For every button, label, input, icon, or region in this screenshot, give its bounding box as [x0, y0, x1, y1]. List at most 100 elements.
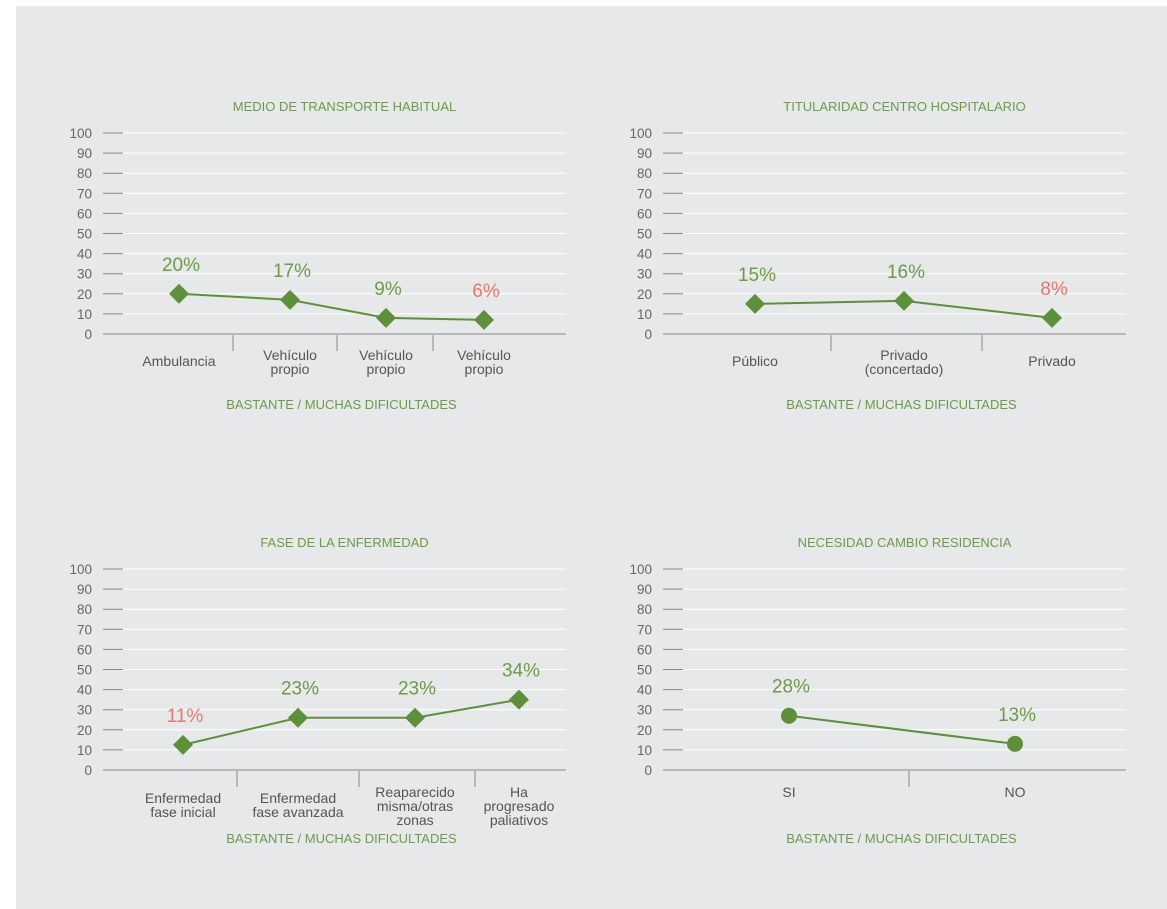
chart-3-y-tick-label: 30 [77, 703, 92, 718]
chart-2-category-label: Público [732, 353, 778, 369]
chart-4-category-label: NO [1005, 784, 1026, 800]
chart-4-category-label-line: SI [782, 784, 795, 800]
chart-1-data-label: 17% [273, 261, 311, 282]
chart-1-category-label: Ambulancia [142, 353, 215, 369]
chart-2-data-label: 15% [738, 265, 776, 286]
chart-2-y-tick-label: 90 [637, 146, 652, 161]
chart-3-y-tick-label: 100 [69, 562, 92, 577]
chart-3-data-label: 11% [167, 706, 204, 727]
chart-4-y-tick-label: 80 [637, 602, 652, 617]
chart-3-category-label-line: paliativos [490, 812, 548, 828]
chart-3-category-label-line: fase avanzada [252, 804, 343, 820]
chart-2-y-tick-label: 60 [637, 206, 652, 221]
chart-2-category-label-line: (concertado) [865, 361, 944, 377]
chart-1-category-label-line: propio [367, 361, 406, 377]
chart-4-data-point [781, 707, 797, 724]
chart-3-y-tick-label: 90 [77, 582, 92, 597]
chart-1-y-tick-label: 100 [69, 126, 92, 141]
chart-2-x-axis-label: BASTANTE / MUCHAS DIFICULTADES [786, 397, 1017, 412]
chart-1-x-axis-label: BASTANTE / MUCHAS DIFICULTADES [226, 397, 457, 412]
chart-1-data-label: 6% [472, 281, 500, 302]
chart-4-y-tick-label: 0 [644, 763, 652, 778]
chart-1-y-tick-label: 20 [77, 287, 92, 302]
chart-3-category-label: Reaparecido misma/otras zonas [375, 784, 455, 828]
chart-1-y-tick-label: 70 [77, 186, 92, 201]
chart-1-y-tick-label: 40 [77, 247, 92, 262]
chart-1-category-label: Vehículo propio [457, 347, 511, 377]
chart-4-category-label-line: NO [1005, 784, 1026, 800]
chart-1-y-tick-label: 0 [84, 327, 92, 342]
chart-4-category-label: SI [782, 784, 795, 800]
chart-2-y-tick-label: 100 [629, 126, 652, 141]
chart-1-series-line [178, 292, 485, 321]
chart-1-category-label-line: propio [271, 361, 310, 377]
chart-2-category-label: Privado (concertado) [865, 347, 944, 377]
chart-4-data-label: 28% [772, 677, 810, 698]
chart-4-series-line [788, 714, 1016, 745]
chart-1-y-tick-label: 80 [77, 166, 92, 181]
chart-1-data-point [376, 307, 396, 328]
chart-3-y-tick-label: 20 [77, 723, 92, 738]
chart-2-y-tick-label: 30 [637, 267, 652, 282]
chart-3-data-point [288, 707, 308, 728]
chart-1-data-label: 9% [374, 279, 402, 300]
chart-3-category-label-line: Ha [510, 784, 528, 800]
chart-3-category-label-line: zonas [396, 812, 433, 828]
chart-1-data-label: 20% [162, 255, 200, 276]
chart-3-data-label: 23% [281, 679, 319, 700]
chart-3-category-label: Enfermedad fase avanzada [252, 790, 343, 820]
chart-1-category-label: Vehículo propio [359, 347, 413, 377]
chart-4-y-tick-label: 40 [637, 683, 652, 698]
chart-1-y-tick-label: 90 [77, 146, 92, 161]
chart-4-y-tick-label: 60 [637, 642, 652, 657]
chart-3-data-point [405, 707, 425, 728]
chart-1-category-label-line: Vehículo [359, 347, 413, 363]
chart-2-y-tick-label: 80 [637, 166, 652, 181]
chart-1-category-label-line: Vehículo [263, 347, 317, 363]
chart-2-y-tick-label: 50 [637, 227, 652, 242]
chart-1-y-tick-label: 60 [77, 206, 92, 221]
chart-3-y-tick-label: 40 [77, 683, 92, 698]
chart-4-y-tick-label: 70 [637, 622, 652, 637]
chart-2-y-tick-label: 0 [644, 327, 652, 342]
chart-4-x-axis-label: BASTANTE / MUCHAS DIFICULTADES [786, 831, 1017, 846]
chart-2-category-label: Privado [1028, 353, 1076, 369]
chart-1-category-label-line: Vehículo [457, 347, 511, 363]
chart-1-title: MEDIO DE TRANSPORTE HABITUAL [233, 99, 456, 114]
chart-2-category-label-line: Público [732, 353, 778, 369]
chart-4-y-tick-label: 100 [629, 562, 652, 577]
chart-3-y-tick-label: 80 [77, 602, 92, 617]
chart-4-y-tick-label: 30 [637, 703, 652, 718]
chart-1-y-tick-label: 30 [77, 267, 92, 282]
chart-2-y-tick-label: 10 [637, 307, 652, 322]
chart-2-data-point [894, 290, 914, 311]
chart-1-y-tick-label: 50 [77, 227, 92, 242]
chart-2-y-tick-label: 20 [637, 287, 652, 302]
chart-3-y-tick-label: 10 [77, 743, 92, 758]
chart-2-y-tick-label: 40 [637, 247, 652, 262]
chart-4-data-point [1007, 735, 1023, 752]
chart-3-y-tick-label: 0 [84, 763, 92, 778]
chart-3-y-tick-label: 70 [77, 622, 92, 637]
chart-2-category-label-line: Privado [880, 347, 928, 363]
chart-3-series-line [182, 698, 520, 746]
chart-3-category-label-line: fase inicial [150, 804, 215, 820]
chart-3-category-label-line: Enfermedad [145, 790, 221, 806]
chart-2-data-point [745, 293, 765, 314]
chart-3-title: FASE DE LA ENFERMEDAD [260, 535, 428, 550]
chart-1-data-point [169, 283, 189, 304]
chart-3-data-label: 23% [398, 679, 436, 700]
chart-1-y-tick-label: 10 [77, 307, 92, 322]
chart-3-y-tick-label: 50 [77, 663, 92, 678]
chart-2-data-point [1042, 307, 1062, 328]
chart-2-title: TITULARIDAD CENTRO HOSPITALARIO [783, 99, 1025, 114]
chart-2-category-label-line: Privado [1028, 353, 1076, 369]
chart-3-category-label-line: progresado [484, 798, 555, 814]
chart-4-title: NECESIDAD CAMBIO RESIDENCIA [798, 535, 1012, 550]
chart-3-category-label-line: Enfermedad [260, 790, 336, 806]
chart-3-category-label-line: Reaparecido [375, 784, 455, 800]
chart-4-data-label: 13% [998, 705, 1036, 726]
chart-4-y-tick-label: 20 [637, 723, 652, 738]
chart-1-category-label: Vehículo propio [263, 347, 317, 377]
